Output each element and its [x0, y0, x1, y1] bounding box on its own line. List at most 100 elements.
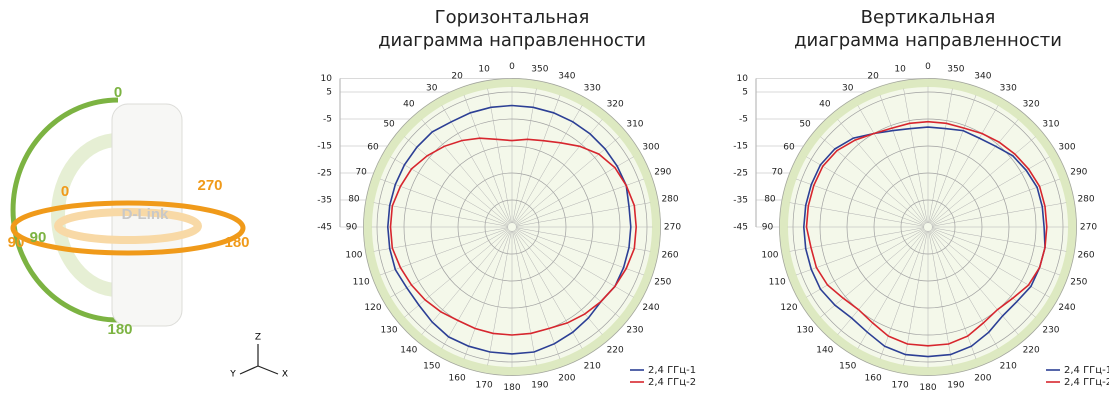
spoke: [903, 230, 928, 366]
spoke: [515, 178, 645, 226]
spoke: [390, 228, 509, 298]
ring-label: 180: [224, 234, 249, 251]
angle-label: 190: [947, 381, 964, 391]
spoke: [421, 119, 510, 225]
angle-label: 110: [353, 277, 370, 287]
spoke: [929, 230, 977, 360]
angle-label: 240: [642, 303, 659, 313]
angle-label: 90: [346, 223, 358, 233]
spoke: [373, 202, 509, 227]
r-tick-label: 10: [737, 74, 749, 84]
spoke: [373, 227, 509, 252]
spoke: [929, 230, 999, 349]
r-tick-label: -25: [733, 169, 748, 179]
spoke: [931, 228, 1061, 276]
spoke: [390, 156, 509, 226]
spoke: [515, 228, 645, 276]
angle-label: 180: [503, 383, 520, 393]
spoke: [879, 94, 927, 224]
spoke: [487, 230, 512, 366]
spoke: [441, 230, 511, 349]
spoke: [404, 229, 510, 318]
angle-label: 200: [558, 373, 575, 383]
angle-label: 210: [1000, 361, 1017, 371]
angle-label: 100: [761, 250, 778, 260]
spoke: [930, 229, 1019, 335]
angle-label: 20: [867, 72, 879, 82]
axis-label: X: [282, 370, 288, 380]
r-tick-label: -25: [317, 169, 332, 179]
angle-label: 300: [642, 142, 659, 152]
spoke: [903, 88, 928, 224]
spoke: [515, 156, 634, 226]
spoke: [513, 230, 561, 360]
angle-label: 350: [947, 64, 964, 74]
r-tick-label: -45: [733, 223, 748, 233]
chart-title: диаграмма направленности: [378, 30, 646, 51]
spoke: [820, 136, 926, 225]
spoke: [514, 229, 603, 335]
angle-label: 160: [449, 373, 466, 383]
axis-label: Y: [229, 370, 236, 380]
angle-label: 120: [364, 303, 381, 313]
spoke: [512, 230, 537, 366]
r-tick-label: -15: [733, 142, 748, 152]
angle-label: 330: [1000, 84, 1017, 94]
spoke: [930, 119, 1019, 225]
legend-label: 2,4 ГГц-2: [1064, 377, 1109, 388]
axis-arrow: [239, 365, 259, 375]
ring-label: 270: [197, 177, 222, 194]
series-line: [805, 120, 1048, 347]
chart-title: Горизонтальная: [435, 7, 590, 28]
spoke: [930, 229, 1036, 318]
angle-label: 60: [783, 142, 795, 152]
spoke: [515, 228, 634, 298]
angle-label: 160: [865, 373, 882, 383]
angle-label: 220: [607, 345, 624, 355]
r-tick-label: 10: [321, 74, 333, 84]
series-line: [386, 104, 632, 355]
spoke: [931, 156, 1050, 226]
angle-label: 300: [1058, 142, 1075, 152]
outer-band: [363, 78, 661, 376]
angle-label: 310: [1042, 119, 1059, 129]
spoke: [879, 230, 927, 360]
angle-label: 340: [974, 72, 991, 82]
angle-label: 230: [1042, 326, 1059, 336]
ring-label: 0: [114, 84, 122, 101]
angle-label: 150: [839, 361, 856, 371]
angle-label: 260: [661, 250, 678, 260]
series-line: [389, 137, 638, 336]
spoke: [928, 88, 953, 224]
spoke: [463, 94, 511, 224]
spoke: [404, 136, 510, 225]
r-tick-label: -5: [739, 115, 748, 125]
angle-label: 320: [607, 100, 624, 110]
spoke: [857, 105, 927, 224]
spoke: [487, 88, 512, 224]
angle-label: 0: [925, 62, 931, 72]
angle-label: 10: [478, 64, 490, 74]
angle-label: 50: [799, 119, 811, 129]
spoke: [931, 228, 1050, 298]
angle-label: 270: [1080, 223, 1097, 233]
spoke: [515, 202, 651, 227]
r-tick-label: -15: [317, 142, 332, 152]
angle-label: 290: [654, 168, 671, 178]
horizontal-ring: [10, 200, 246, 256]
spoke: [463, 230, 511, 360]
spoke: [806, 228, 925, 298]
spoke: [929, 105, 999, 224]
r-tick-label: -5: [323, 115, 332, 125]
angle-label: 270: [664, 223, 681, 233]
angle-label: 40: [819, 100, 831, 110]
spoke: [929, 94, 977, 224]
angle-label: 190: [531, 381, 548, 391]
spoke: [931, 178, 1061, 226]
spoke: [928, 230, 953, 366]
spoke: [513, 94, 561, 224]
angle-label: 20: [451, 72, 463, 82]
illustration: D-Link 0 90 180 0 270 90 180 Z Y X: [8, 84, 288, 380]
angle-label: 130: [380, 326, 397, 336]
spoke: [514, 229, 620, 318]
